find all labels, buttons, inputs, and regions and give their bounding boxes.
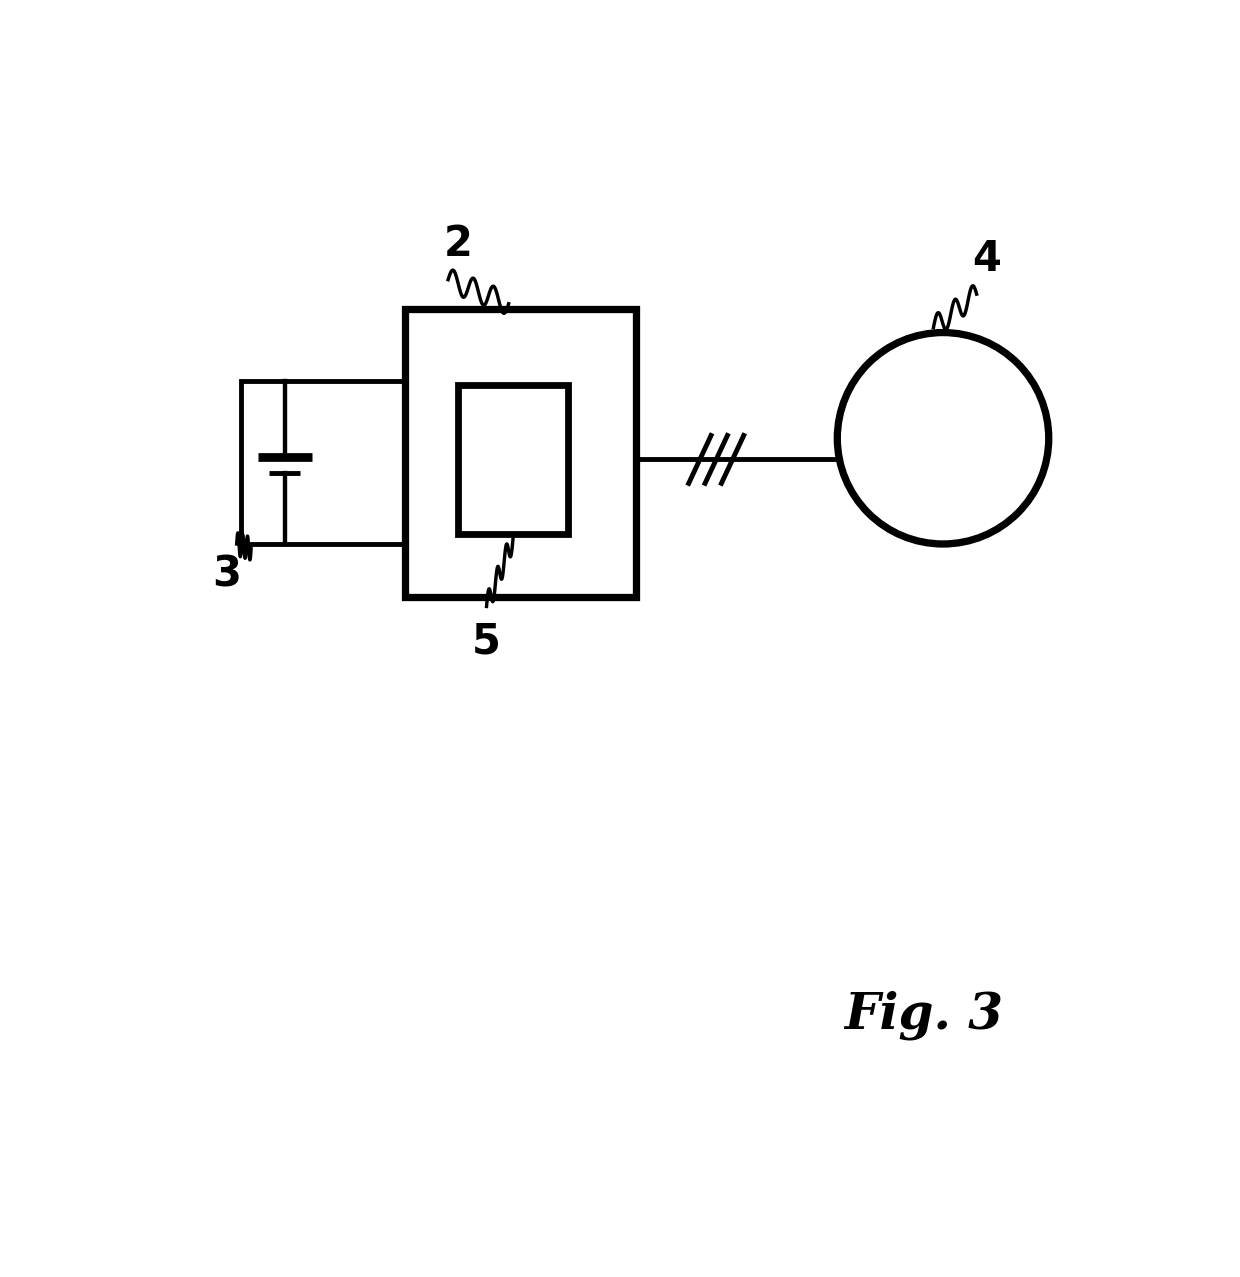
Text: 2: 2	[443, 223, 472, 266]
Text: 3: 3	[212, 554, 242, 595]
Text: 4: 4	[972, 238, 1001, 280]
Bar	[242, 381, 404, 544]
Text: 5: 5	[472, 621, 501, 663]
Text: Fig. 3: Fig. 3	[844, 990, 1003, 1039]
Bar	[404, 309, 635, 596]
Circle shape	[837, 332, 1049, 544]
Bar	[458, 386, 568, 534]
